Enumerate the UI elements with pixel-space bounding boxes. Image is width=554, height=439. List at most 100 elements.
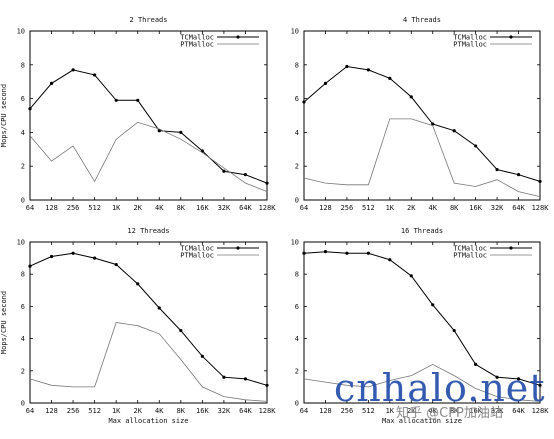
x-axis-label: Max allocation size bbox=[382, 417, 462, 425]
data-point-tcmalloc bbox=[136, 98, 140, 102]
data-point-tcmalloc bbox=[28, 107, 32, 111]
x-tick-label: 512 bbox=[88, 407, 101, 415]
x-tick-label: 8K bbox=[450, 204, 459, 212]
y-tick-label: 8 bbox=[21, 61, 25, 69]
x-tick-label: 256 bbox=[67, 204, 80, 212]
legend-label: PTMalloc bbox=[453, 252, 487, 260]
chart-title: 4 Threads bbox=[403, 16, 441, 24]
plot-frame bbox=[303, 241, 541, 404]
data-point-tcmalloc bbox=[265, 181, 269, 185]
legend-marker bbox=[236, 35, 240, 39]
plot-frame bbox=[29, 241, 268, 404]
y-tick-label: 2 bbox=[21, 163, 25, 171]
x-tick-label: 128K bbox=[259, 204, 277, 212]
data-point-tcmalloc bbox=[345, 251, 349, 255]
data-point-tcmalloc bbox=[388, 76, 392, 80]
x-tick-label: 32K bbox=[491, 407, 504, 415]
chart-panel-3: 12 Threads 0 2 4 6 8 10 64 128 256 512 1K 2K 4K 8K 16K 3… bbox=[0, 227, 276, 425]
x-tick-label: 16K bbox=[196, 407, 209, 415]
legend-label: PTMalloc bbox=[180, 252, 214, 260]
watermark-caption: 知乎 @CPP加油站 bbox=[396, 406, 503, 421]
data-point-tcmalloc bbox=[302, 251, 306, 255]
data-point-tcmalloc bbox=[452, 129, 456, 133]
chart-panel-1: 2 Threads 0 2 4 6 8 10 64 128 256 512 1K 2K 4K 8K 16K 32… bbox=[0, 16, 276, 212]
x-tick-label: 16K bbox=[196, 204, 209, 212]
data-point-tcmalloc bbox=[265, 383, 269, 387]
x-axis-label: Max allocation size bbox=[108, 417, 188, 425]
x-tick-label: 32K bbox=[218, 407, 231, 415]
x-tick-label: 32K bbox=[218, 204, 231, 212]
x-tick-label: 2K bbox=[134, 204, 143, 212]
data-point-tcmalloc bbox=[179, 328, 183, 333]
data-point-tcmalloc bbox=[49, 254, 54, 259]
data-point-tcmalloc bbox=[474, 362, 478, 366]
x-tick-label: 64 bbox=[300, 204, 308, 212]
data-point-tcmalloc bbox=[409, 95, 413, 99]
x-tick-label: 32K bbox=[491, 204, 504, 212]
x-tick-label: 128K bbox=[259, 407, 277, 415]
legend-label: PTMalloc bbox=[453, 41, 487, 49]
y-tick-label: 4 bbox=[21, 335, 25, 343]
y-tick-label: 6 bbox=[295, 95, 299, 103]
data-point-tcmalloc bbox=[71, 68, 75, 72]
x-tick-label: 512 bbox=[362, 204, 375, 212]
data-point-tcmalloc bbox=[516, 173, 521, 177]
series-line-tcmalloc bbox=[303, 65, 541, 182]
x-tick-label: 4K bbox=[429, 204, 438, 212]
chart-panel-4: 16 Threads 0 2 4 6 8 10 64 128 256 512 1K 2K 4K 8K 16K 3… bbox=[291, 227, 550, 425]
data-point-tcmalloc bbox=[71, 251, 75, 255]
legend-label: PTMalloc bbox=[180, 41, 214, 49]
y-tick-label: 2 bbox=[295, 163, 299, 171]
watermark-logo: cnhalo.net bbox=[334, 366, 546, 410]
x-tick-label: 256 bbox=[67, 407, 80, 415]
x-tick-label: 64K bbox=[512, 407, 525, 415]
y-tick-label: 0 bbox=[295, 400, 299, 408]
x-tick-label: 2K bbox=[407, 204, 416, 212]
y-tick-label: 10 bbox=[17, 239, 25, 247]
x-tick-label: 64K bbox=[239, 204, 252, 212]
y-tick-label: 8 bbox=[295, 271, 299, 279]
x-tick-label: 64K bbox=[239, 407, 252, 415]
y-tick-label: 6 bbox=[295, 303, 299, 311]
data-point-tcmalloc bbox=[28, 264, 32, 268]
data-point-tcmalloc bbox=[431, 303, 435, 307]
x-tick-label: 2K bbox=[407, 407, 416, 415]
chart-title: 16 Threads bbox=[401, 227, 443, 235]
series-line-tcmalloc bbox=[29, 69, 268, 184]
x-tick-label: 128 bbox=[45, 204, 58, 212]
data-point-tcmalloc bbox=[388, 258, 392, 262]
data-point-tcmalloc bbox=[179, 130, 183, 134]
data-point-tcmalloc bbox=[49, 81, 54, 85]
y-tick-label: 4 bbox=[21, 129, 25, 137]
chart-panel-2: 4 Threads 0 2 4 6 8 10 64 128 256 512 1K 2K 4K 8K 16K 32… bbox=[291, 16, 550, 212]
data-point-tcmalloc bbox=[495, 167, 499, 172]
y-tick-label: 4 bbox=[295, 129, 299, 137]
data-point-tcmalloc bbox=[93, 73, 97, 77]
x-tick-label: 8K bbox=[450, 407, 459, 415]
data-point-tcmalloc bbox=[323, 81, 328, 85]
y-tick-label: 10 bbox=[291, 239, 299, 247]
legend-marker bbox=[236, 246, 240, 250]
x-tick-label: 128 bbox=[45, 407, 58, 415]
x-tick-label: 256 bbox=[341, 407, 354, 415]
y-tick-label: 8 bbox=[295, 61, 299, 69]
x-tick-label: 64K bbox=[512, 204, 525, 212]
plot-frame bbox=[303, 30, 541, 201]
x-tick-label: 4K bbox=[155, 407, 164, 415]
data-point-tcmalloc bbox=[452, 328, 456, 333]
data-point-tcmalloc bbox=[136, 282, 140, 286]
x-tick-label: 8K bbox=[177, 204, 186, 212]
x-tick-label: 2K bbox=[134, 407, 143, 415]
x-tick-label: 64 bbox=[26, 204, 34, 212]
y-tick-label: 0 bbox=[21, 400, 25, 408]
x-tick-label: 512 bbox=[88, 204, 101, 212]
data-point-tcmalloc bbox=[345, 64, 349, 69]
x-tick-label: 512 bbox=[362, 407, 375, 415]
data-point-tcmalloc bbox=[243, 173, 248, 177]
legend-marker bbox=[509, 246, 513, 250]
y-tick-label: 0 bbox=[21, 197, 25, 205]
series-line-ptmalloc bbox=[29, 322, 268, 402]
series-line-ptmalloc bbox=[303, 118, 541, 197]
chart-title: 2 Threads bbox=[130, 16, 168, 24]
